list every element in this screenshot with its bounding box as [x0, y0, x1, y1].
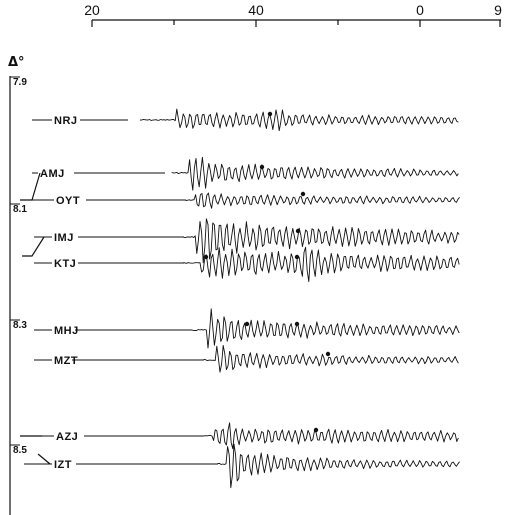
station-trace-group: AZJ — [22, 422, 459, 450]
station-trace-group: AMJ — [32, 156, 459, 191]
seismogram-waveform — [183, 246, 460, 283]
station-bracket-lines — [20, 172, 51, 465]
seismogram-waveform — [171, 156, 459, 191]
arrival-marker — [313, 427, 319, 433]
seismogram-waveform — [191, 308, 460, 349]
time-axis: 20 40 0 9 — [84, 2, 502, 27]
station-label: KTJ — [54, 258, 76, 270]
seismogram-waveform — [183, 218, 460, 264]
time-tick-label: 9 — [494, 2, 502, 18]
arrival-marker — [294, 254, 300, 260]
arrival-marker — [325, 351, 331, 357]
arrival-marker — [267, 111, 273, 117]
arrival-marker — [259, 164, 265, 170]
time-tick-label: 20 — [84, 2, 100, 18]
distance-label: 8.5 — [13, 445, 27, 456]
time-axis-ticks — [91, 20, 501, 27]
distance-axis-symbol: Δ° — [8, 55, 25, 70]
distance-label: 8.3 — [13, 320, 27, 331]
seismogram-waveform — [203, 422, 459, 450]
arrival-marker — [294, 321, 300, 327]
bracket-line — [20, 172, 41, 201]
station-trace-group: IZT — [24, 443, 460, 489]
time-tick-label: 0 — [416, 2, 424, 18]
distance-axis: 7.9 8.1 8.3 8.5 — [9, 76, 27, 515]
arrival-marker — [244, 321, 250, 327]
station-trace-group: IMJ — [34, 218, 460, 264]
station-label: IZT — [54, 459, 72, 471]
station-label: AZJ — [56, 431, 78, 443]
time-axis-tick-labels: 20 40 0 9 — [84, 2, 502, 18]
seismogram-waveform — [185, 192, 460, 209]
station-trace-group: NRJ — [32, 108, 459, 132]
distance-axis-labels: 7.9 8.1 8.3 8.5 — [10, 76, 27, 456]
distance-label: 7.9 — [13, 77, 27, 88]
time-tick-label: 40 — [248, 2, 264, 18]
station-trace-group: MHJ — [34, 308, 460, 349]
station-trace-group: MZT — [34, 344, 459, 373]
arrival-marker — [300, 191, 306, 197]
station-label: IMJ — [54, 232, 74, 244]
station-label: AMJ — [40, 168, 65, 180]
arrival-marker — [295, 228, 301, 234]
bracket-line — [22, 236, 45, 257]
arrival-marker — [203, 254, 209, 260]
seismogram-traces: NRJ AMJ OYT IMJ KTJ MHJ MZT AZJ IZT — [20, 108, 460, 489]
distance-label: 8.1 — [13, 204, 27, 215]
station-label: OYT — [56, 195, 80, 207]
station-label: MZT — [54, 355, 78, 367]
bracket-line — [37, 453, 51, 465]
seismogram-waveform — [203, 344, 459, 373]
station-label: NRJ — [54, 115, 78, 127]
seismogram-waveform — [217, 443, 460, 489]
station-trace-group: KTJ — [34, 246, 460, 283]
station-label: MHJ — [54, 325, 79, 337]
seismogram-waveform — [139, 108, 459, 132]
station-trace-group: OYT — [20, 191, 460, 209]
